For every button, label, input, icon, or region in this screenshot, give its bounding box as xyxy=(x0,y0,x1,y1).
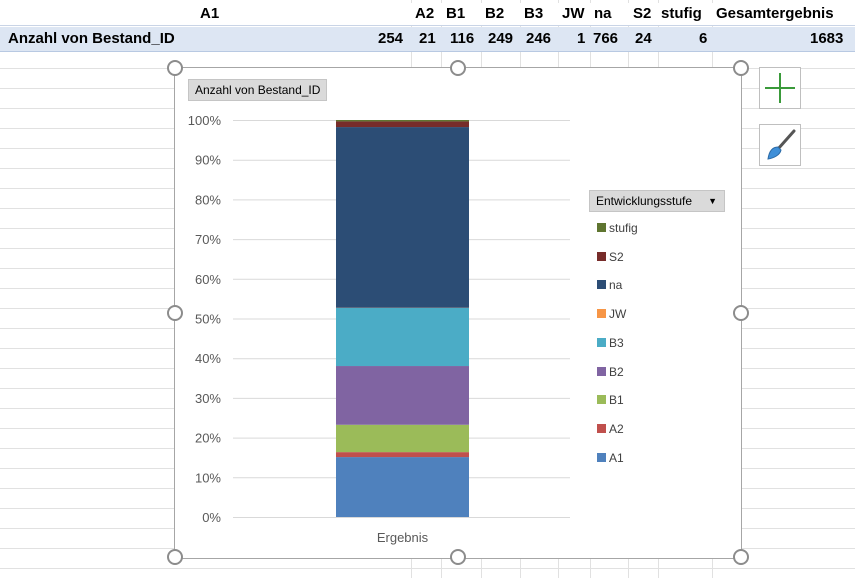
chart-plot-area: 0% 10% 20% 30% 40% 50% 60% 70% 80% 90% 100% Ergebn… xyxy=(188,113,570,545)
pivot-data-row: Anzahl von Bestand_ID 254 21 116 249 246… xyxy=(0,27,855,52)
resize-handle-top-left[interactable] xyxy=(167,60,183,76)
y-tick-label: 80% xyxy=(195,192,221,207)
stacked-bar[interactable] xyxy=(336,120,469,517)
legend-label-b2[interactable]: B2 xyxy=(609,364,624,379)
caret-down-icon[interactable]: ▼ xyxy=(708,196,717,206)
legend-swatch-jw xyxy=(597,309,606,319)
legend-swatch-s2 xyxy=(597,251,606,261)
resize-handle-top-right[interactable] xyxy=(733,60,749,76)
legend-swatch-b1 xyxy=(597,395,606,405)
legend-field-label: Entwicklungsstufe xyxy=(596,194,693,208)
bar-segment-b1[interactable] xyxy=(336,424,469,453)
data-cell-na[interactable]: 766 xyxy=(593,30,619,47)
data-cell-s2[interactable]: 24 xyxy=(635,30,652,47)
header-cell-jw[interactable]: JW xyxy=(562,5,585,22)
header-cell-stufig[interactable]: stufig xyxy=(661,5,702,22)
data-cell-gesamtergebnis[interactable]: 1683 xyxy=(810,30,844,47)
bar-segment-a1[interactable] xyxy=(336,457,469,517)
legend-swatch-na xyxy=(597,280,606,290)
header-cell-row-label[interactable]: A1 xyxy=(200,5,220,22)
plus-icon xyxy=(765,73,795,103)
resize-handle-left[interactable] xyxy=(167,305,183,321)
legend-label-b1[interactable]: B1 xyxy=(609,393,624,408)
header-cell-na[interactable]: na xyxy=(594,5,612,22)
legend-swatch-a1 xyxy=(597,452,606,462)
legend-swatch-b2 xyxy=(597,366,606,376)
bar-segment-na[interactable] xyxy=(336,127,469,308)
data-cell-a2[interactable]: 21 xyxy=(419,30,436,47)
header-cell-s2[interactable]: S2 xyxy=(633,5,652,22)
data-row-label[interactable]: Anzahl von Bestand_ID xyxy=(8,30,175,47)
data-cell-b3[interactable]: 246 xyxy=(526,30,552,47)
y-tick-label: 20% xyxy=(195,431,221,446)
data-cell-a1[interactable]: 254 xyxy=(378,30,404,47)
legend-label-a2[interactable]: A2 xyxy=(609,421,624,436)
header-cell-b1[interactable]: B1 xyxy=(446,5,466,22)
legend-label-jw[interactable]: JW xyxy=(609,307,627,322)
resize-handle-bottom-left[interactable] xyxy=(167,549,183,565)
y-tick-label: 50% xyxy=(195,312,221,327)
bar-segment-b3[interactable] xyxy=(336,308,469,367)
header-cell-b2[interactable]: B2 xyxy=(485,5,505,22)
legend-label-stufig[interactable]: stufig xyxy=(609,221,638,235)
legend-field-button[interactable]: Entwicklungsstufe ▼ xyxy=(589,190,725,212)
y-tick-label: 60% xyxy=(195,272,221,287)
bar-segment-s2[interactable] xyxy=(336,121,469,128)
bar-segment-a2[interactable] xyxy=(336,452,469,458)
y-tick-label: 0% xyxy=(202,510,221,525)
y-tick-label: 100% xyxy=(188,113,222,128)
y-tick-label: 10% xyxy=(195,470,221,485)
y-tick-label: 40% xyxy=(195,351,221,366)
data-cell-b1[interactable]: 116 xyxy=(450,30,475,47)
chart-elements-button[interactable] xyxy=(759,67,801,109)
x-axis-ticks: Ergebnis xyxy=(377,530,429,545)
legend-label-s2[interactable]: S2 xyxy=(609,249,624,264)
data-cell-b2[interactable]: 249 xyxy=(488,30,514,47)
resize-handle-top[interactable] xyxy=(450,60,466,76)
header-cell-gesamtergebnis[interactable]: Gesamtergebnis xyxy=(716,5,834,22)
value-field-button[interactable]: Anzahl von Bestand_ID xyxy=(188,79,328,101)
data-cell-stufig[interactable]: 6 xyxy=(699,30,708,47)
resize-handle-bottom[interactable] xyxy=(450,549,466,565)
legend-swatch-stufig xyxy=(597,223,606,232)
y-tick-label: 90% xyxy=(195,153,221,168)
brush-icon xyxy=(767,129,796,160)
y-axis-ticks: 0% 10% 20% 30% 40% 50% 60% 70% 80% 90% 100% xyxy=(188,113,222,525)
resize-handle-right[interactable] xyxy=(733,305,749,321)
header-cell-a2[interactable]: A2 xyxy=(415,5,435,22)
pivot-chart[interactable]: Anzahl von Bestand_ID 0% 10% 20% 30% 40% 50% 6… xyxy=(174,67,742,559)
resize-handle-bottom-right[interactable] xyxy=(733,549,749,565)
bar-segment-b2[interactable] xyxy=(336,366,469,425)
legend-swatch-a2 xyxy=(597,423,606,433)
header-cell-b3[interactable]: B3 xyxy=(524,5,544,22)
legend-label-b3[interactable]: B3 xyxy=(609,335,624,350)
legend-swatch-b3 xyxy=(597,337,606,347)
data-cell-jw[interactable]: 1 xyxy=(577,30,586,47)
chart-styles-button[interactable] xyxy=(759,124,801,166)
legend-label-a1[interactable]: A1 xyxy=(609,450,624,465)
y-tick-label: 30% xyxy=(195,391,221,406)
x-tick-label: Ergebnis xyxy=(377,530,429,545)
y-tick-label: 70% xyxy=(195,232,221,247)
pivot-header-row: A1 A2 B1 B2 B3 JW na S2 stufig Gesamterg… xyxy=(0,3,855,26)
legend-label-na[interactable]: na xyxy=(609,278,623,293)
bar-segment-stufig[interactable] xyxy=(336,120,469,122)
